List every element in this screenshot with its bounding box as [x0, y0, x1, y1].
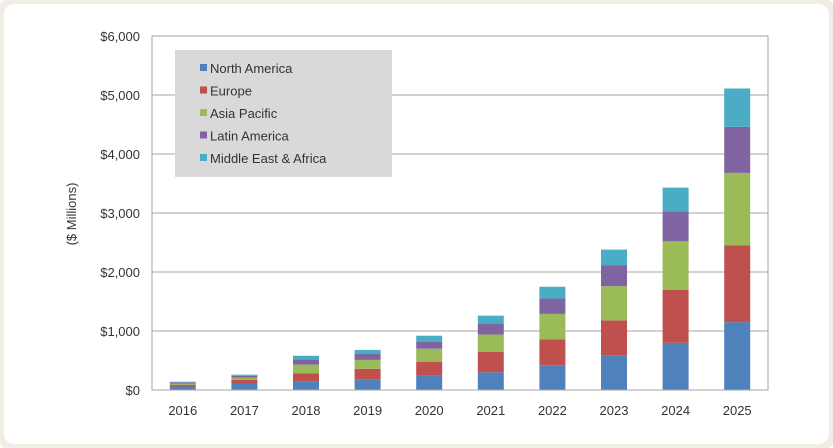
bar-segment [354, 359, 381, 369]
x-tick-label: 2017 [230, 403, 259, 418]
legend-label: Latin America [210, 129, 290, 144]
legend-swatch [200, 154, 207, 161]
bar-segment [293, 359, 319, 365]
bar-segment [662, 342, 689, 390]
bar-segment [231, 383, 258, 390]
bar-segment [477, 372, 504, 390]
bar-segment [416, 335, 443, 342]
bar-segment [601, 265, 627, 287]
bar-segment [169, 386, 196, 390]
x-tick-label: 2025 [723, 403, 752, 418]
x-tick-label: 2016 [168, 403, 197, 418]
tick-labels: $0 $1,000 $2,000 $3,000 $4,000 $5,000 $6,000 20… [100, 29, 751, 418]
bar-segment [169, 384, 196, 387]
bar-segment [662, 211, 689, 242]
bar-segment [293, 355, 319, 360]
x-tick-label: 2020 [415, 403, 444, 418]
bar-segment [169, 383, 196, 385]
bar-segment [231, 374, 258, 376]
bar-segment [539, 339, 566, 366]
bar-segment [477, 315, 504, 324]
bar-segment [601, 249, 627, 266]
legend: North America Europe Asia Pacific Latin Ame… [175, 50, 392, 177]
y-tick-label: $2,000 [100, 265, 140, 280]
bar-segment [539, 313, 566, 340]
y-tick-label: $6,000 [100, 29, 140, 44]
bar-segment [293, 373, 319, 382]
bar-segment [293, 364, 319, 374]
bar-segment [539, 286, 566, 299]
bar-segment [662, 289, 689, 343]
y-tick-label: $0 [126, 383, 140, 398]
bar-segment [169, 381, 196, 383]
y-tick-label: $5,000 [100, 88, 140, 103]
bar-segment [724, 88, 751, 127]
bar-segment [477, 351, 504, 373]
bar-segment [724, 172, 751, 246]
legend-swatch [200, 131, 207, 139]
plot-border [151, 35, 769, 391]
y-tick-label: $3,000 [100, 206, 140, 221]
legend-label: Asia Pacific [210, 106, 278, 121]
y-axis-title: ($ Millions) [64, 183, 79, 246]
bar-segment [477, 323, 504, 335]
bar-segment [724, 126, 751, 173]
bar-segment [231, 375, 258, 378]
bar-segment [601, 355, 627, 390]
x-tick-label: 2023 [600, 403, 629, 418]
bar-segment [354, 368, 381, 380]
bar-segment [169, 382, 196, 384]
bar-segment [724, 322, 751, 390]
bar-segment [539, 365, 566, 390]
x-tick-label: 2018 [292, 403, 321, 418]
bar-segment [416, 361, 443, 376]
bar-segment [354, 354, 381, 360]
bar-segment [293, 381, 319, 390]
bar-segment [601, 286, 627, 321]
x-tick-label: 2024 [661, 403, 690, 418]
bar-segment [416, 348, 443, 362]
x-tick-label: 2021 [476, 403, 505, 418]
legend-swatch [200, 109, 207, 116]
y-tick-label: $1,000 [100, 324, 140, 339]
legend-swatch [200, 86, 207, 94]
bar-segment [539, 298, 566, 314]
legend-label: North America [210, 61, 293, 76]
legend-background [175, 50, 392, 177]
bar-segment [662, 241, 689, 290]
x-tick-label: 2019 [353, 403, 382, 418]
axes [151, 35, 769, 391]
bar-segment [354, 349, 381, 355]
legend-swatch [200, 64, 207, 71]
bar-segment [231, 377, 258, 380]
bar-segment [416, 341, 443, 349]
bar-segment [416, 375, 443, 390]
bar-segment [724, 245, 751, 323]
bar-segment [477, 334, 504, 352]
legend-label: Middle East & Africa [210, 151, 327, 166]
y-tick-label: $4,000 [100, 147, 140, 162]
bars [169, 88, 751, 390]
bar-segment [231, 379, 258, 384]
bar-segment [354, 379, 381, 390]
bar-segment [662, 187, 689, 212]
bar-segment [601, 320, 627, 356]
legend-label: Europe [210, 84, 252, 99]
legend-items: North America Europe Asia Pacific Latin Ame… [200, 61, 327, 166]
x-tick-label: 2022 [538, 403, 567, 418]
